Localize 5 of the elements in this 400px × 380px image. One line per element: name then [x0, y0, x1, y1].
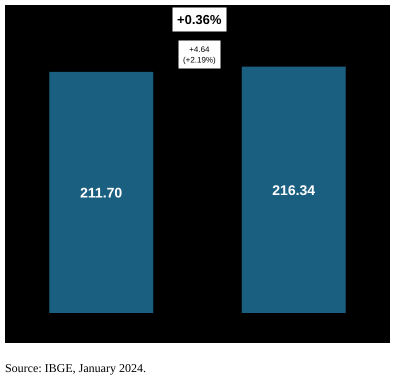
text: +0.36% — [177, 12, 222, 27]
text: +4.64 (+2.19%) — [183, 45, 216, 64]
data-label: 216.34 — [272, 182, 316, 198]
source-note: Source: IBGE, January 2024. — [5, 361, 146, 375]
data-label: 211.70 — [80, 184, 122, 200]
